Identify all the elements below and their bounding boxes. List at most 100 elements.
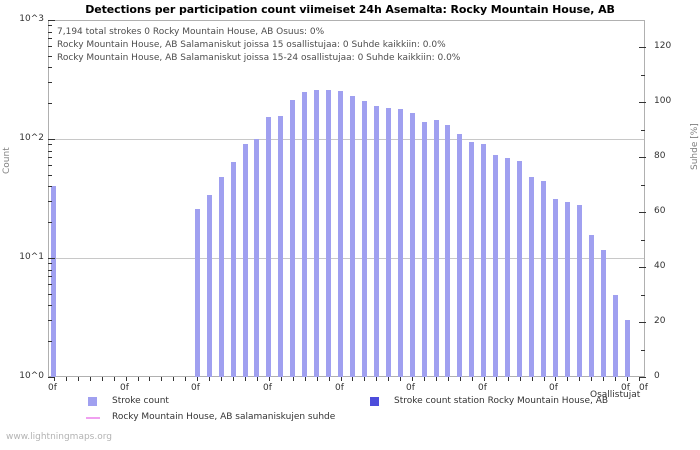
legend-label[interactable]: Stroke count <box>112 396 169 406</box>
annotation-line-2: Rocky Mountain House, AB Salamaniskut jo… <box>57 40 446 50</box>
bar <box>409 113 415 377</box>
bar <box>445 125 451 377</box>
y-right-major-tick <box>639 47 646 48</box>
x-axis-tick <box>460 377 461 381</box>
x-axis-tick <box>472 377 473 381</box>
y-right-minor-tick <box>641 240 645 241</box>
bar <box>541 181 546 377</box>
bar <box>302 92 308 377</box>
y-right-minor-tick <box>641 350 645 351</box>
x-axis-tick-label: 0f <box>549 383 558 393</box>
x-axis-tick-label: 0f <box>48 383 57 393</box>
x-axis-tick-label: 0f <box>478 383 487 393</box>
x-axis-tick <box>66 377 67 381</box>
y-right-major-tick <box>639 157 646 158</box>
x-axis-tick <box>305 377 306 381</box>
y-right-major-tick <box>639 102 646 103</box>
y-right-major-tick <box>639 267 646 268</box>
y-left-minor-tick <box>48 67 52 68</box>
x-axis-tick <box>496 377 497 381</box>
y-left-minor-tick <box>48 341 52 342</box>
x-axis-tick <box>197 377 198 381</box>
annotation-line-1: 7,194 total strokes 0 Rocky Mountain Hou… <box>57 27 325 37</box>
y-left-minor-tick <box>48 38 52 39</box>
watermark: www.lightningmaps.org <box>6 432 112 442</box>
y-left-minor-tick <box>48 103 52 104</box>
y-left-minor-tick <box>48 276 52 277</box>
x-axis-tick <box>567 377 568 381</box>
y-left-major-tick <box>48 20 55 21</box>
y-left-minor-tick <box>48 263 52 264</box>
y-right-major-tick <box>639 322 646 323</box>
bar <box>576 205 582 377</box>
legend-line-marker <box>86 417 100 419</box>
y-right-minor-tick <box>641 130 645 131</box>
y-left-minor-tick <box>48 151 52 152</box>
x-axis-tick <box>341 377 342 381</box>
legend-label[interactable]: Rocky Mountain House, AB salamaniskujen … <box>112 412 336 422</box>
legend-label[interactable]: Stroke count station Rocky Mountain Hous… <box>394 396 609 406</box>
y-right-major-tick <box>639 377 646 378</box>
bar <box>218 177 224 377</box>
gridline-10e2 <box>49 139 644 140</box>
bar <box>493 155 499 377</box>
x-axis-tick <box>615 377 616 381</box>
y-left-minor-tick <box>48 284 52 285</box>
bar <box>517 161 523 377</box>
x-axis-tick <box>102 377 103 381</box>
bar <box>481 144 487 377</box>
bar <box>254 139 260 377</box>
bar <box>564 202 570 377</box>
bar <box>397 109 403 377</box>
bar <box>505 158 511 377</box>
legend-swatch <box>88 397 97 406</box>
y-left-tick-label: 10^0 <box>19 371 44 381</box>
y-left-minor-tick <box>48 201 52 202</box>
bar <box>206 195 212 377</box>
y-right-tick-label: 40 <box>654 261 666 271</box>
x-axis-tick <box>639 377 640 381</box>
annotation-line-3: Rocky Mountain House, AB Salamaniskut jo… <box>57 53 461 63</box>
x-axis-tick-label: 0f <box>639 383 648 393</box>
x-axis-tick <box>173 377 174 381</box>
y-left-minor-tick <box>48 270 52 271</box>
bar <box>242 144 248 377</box>
bar <box>51 186 57 377</box>
x-axis-tick <box>269 377 270 381</box>
x-axis-tick <box>424 377 425 381</box>
bar <box>349 96 355 377</box>
x-axis-tick-label: 0f <box>263 383 272 393</box>
x-axis-tick <box>484 377 485 381</box>
x-axis-tick-label: 0f <box>335 383 344 393</box>
y-axis-left-title: Count <box>2 147 12 174</box>
x-axis-tick <box>352 377 353 381</box>
x-axis-tick <box>293 377 294 381</box>
x-axis-tick <box>400 377 401 381</box>
x-axis-tick <box>376 377 377 381</box>
y-left-minor-tick <box>48 157 52 158</box>
y-left-minor-tick <box>48 25 52 26</box>
x-axis-tick <box>245 377 246 381</box>
y-left-major-tick <box>48 139 55 140</box>
bar <box>290 100 296 377</box>
y-right-minor-tick <box>641 295 645 296</box>
bar <box>588 235 594 377</box>
y-left-tick-label: 10^3 <box>19 14 44 24</box>
x-axis-tick <box>508 377 509 381</box>
x-axis-tick <box>627 377 628 381</box>
x-axis-tick <box>281 377 282 381</box>
x-axis-tick <box>257 377 258 381</box>
legend-swatch <box>370 397 379 406</box>
x-axis-tick <box>78 377 79 381</box>
x-axis-tick <box>114 377 115 381</box>
y-left-minor-tick <box>48 175 52 176</box>
bar <box>361 101 367 377</box>
bar <box>278 116 284 377</box>
y-left-minor-tick <box>48 82 52 83</box>
bar <box>433 120 439 377</box>
bar <box>552 199 558 377</box>
x-axis-tick <box>436 377 437 381</box>
x-axis-tick <box>233 377 234 381</box>
bar <box>326 90 332 377</box>
y-left-minor-tick <box>48 222 52 223</box>
